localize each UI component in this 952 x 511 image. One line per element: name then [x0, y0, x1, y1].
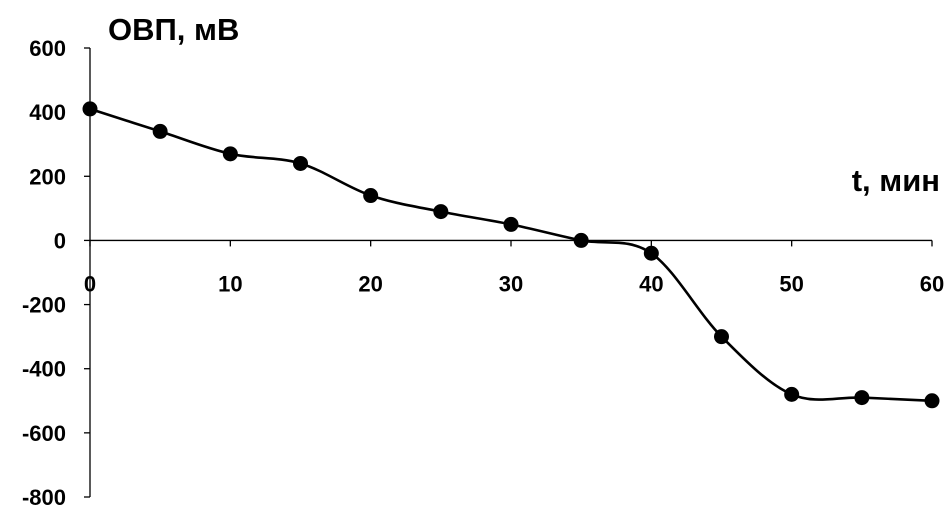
- series-group: [82, 101, 940, 409]
- data-point: [503, 216, 519, 232]
- y-tick-label: 0: [54, 228, 66, 253]
- data-point: [573, 232, 589, 248]
- data-point: [152, 123, 168, 139]
- x-axis-title: t, мин: [852, 163, 940, 198]
- x-tick-label: 0: [84, 271, 96, 296]
- y-tick-label: -200: [22, 293, 66, 318]
- y-tick-label: 600: [29, 36, 66, 61]
- data-point: [714, 329, 729, 345]
- data-point: [433, 204, 449, 220]
- y-tick-label: 400: [29, 100, 66, 125]
- data-point: [784, 386, 800, 402]
- y-tick-label: -800: [22, 485, 66, 510]
- data-point: [643, 245, 659, 261]
- data-point: [293, 155, 308, 171]
- data-point: [363, 188, 379, 204]
- x-tick-label: 40: [639, 271, 663, 296]
- x-tick-label: 50: [779, 271, 803, 296]
- y-tick-label: 200: [29, 164, 66, 189]
- data-point: [222, 146, 238, 162]
- y-tick-label: -600: [22, 421, 66, 446]
- axes: 600 400 200 0 -200 -400 -600 -800 0 10 20 30 40 50 60: [22, 36, 944, 510]
- data-point: [82, 101, 98, 117]
- x-tick-label: 10: [218, 271, 242, 296]
- x-tick-label: 60: [920, 271, 944, 296]
- data-point: [924, 393, 940, 409]
- x-tick-label: 20: [358, 271, 382, 296]
- y-axis-title: ОВП, мВ: [108, 12, 239, 47]
- y-tick-label: -400: [22, 357, 66, 382]
- x-tick-label: 30: [499, 271, 523, 296]
- series-line: [89, 107, 933, 403]
- data-point: [854, 390, 870, 406]
